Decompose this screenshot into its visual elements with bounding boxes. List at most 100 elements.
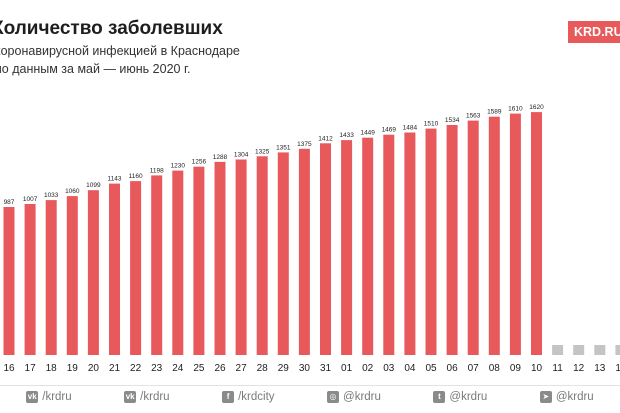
x-tick-08: 08	[489, 363, 501, 374]
vk-icon: vk	[26, 391, 39, 403]
bar-17	[24, 204, 36, 355]
chart-period: по данным за май — июнь 2020 г.	[0, 62, 191, 76]
bar-03	[383, 134, 395, 355]
bar-14	[615, 345, 620, 355]
social-handle: @krdru	[555, 391, 594, 403]
data-label-09: 1610	[508, 106, 523, 113]
data-label-30: 1375	[297, 141, 312, 148]
bar-28	[256, 156, 268, 355]
x-tick-14: 14	[615, 363, 620, 374]
bar-12	[573, 345, 585, 355]
twitter-icon: t	[433, 391, 446, 403]
data-label-20: 1099	[86, 182, 101, 189]
x-tick-24: 24	[172, 363, 184, 374]
social-footer: vk /krdru vk /krdru f /krdcity ◎ @krdru …	[0, 385, 620, 408]
data-label-19: 1060	[65, 188, 80, 195]
data-label-21: 1143	[108, 176, 122, 183]
social-handle: @krdru	[449, 391, 488, 403]
x-tick-18: 18	[46, 363, 58, 374]
data-label-10: 1620	[529, 104, 544, 111]
data-label-07: 1563	[466, 113, 481, 120]
x-tick-25: 25	[193, 363, 205, 374]
x-tick-27: 27	[236, 363, 248, 374]
bar-30	[298, 148, 310, 355]
social-handle: /krdru	[140, 391, 170, 403]
x-tick-09: 09	[510, 363, 522, 374]
bar-29	[277, 152, 289, 355]
social-link-instagram[interactable]: ◎ @krdru	[327, 391, 381, 403]
data-label-31: 1412	[318, 135, 333, 142]
bar-09	[509, 113, 521, 355]
bar-05	[425, 128, 437, 355]
x-tick-06: 06	[447, 363, 459, 374]
bar-21	[109, 183, 120, 355]
x-tick-31: 31	[320, 363, 332, 374]
data-label-25: 1256	[192, 159, 207, 166]
x-tick-12: 12	[573, 363, 585, 374]
bar-31	[320, 143, 331, 355]
social-link-facebook[interactable]: f /krdcity	[222, 391, 275, 403]
x-tick-11: 11	[552, 363, 563, 374]
bar-23	[151, 175, 163, 355]
bar-11	[552, 345, 564, 355]
x-tick-22: 22	[130, 363, 142, 374]
x-tick-28: 28	[257, 363, 269, 374]
chart-subtitle: коронавирусной инфекцией в Краснодаре	[0, 44, 240, 58]
x-tick-04: 04	[404, 363, 416, 374]
data-label-08: 1589	[487, 109, 502, 116]
bar-10	[531, 112, 542, 355]
social-link-telegram[interactable]: ➤ @krdru	[539, 391, 594, 403]
data-label-27: 1304	[234, 152, 249, 159]
x-tick-19: 19	[67, 363, 79, 374]
x-tick-21: 21	[109, 363, 121, 374]
bar-01	[341, 140, 353, 355]
x-tick-29: 29	[278, 363, 290, 374]
social-handle: /krdcity	[238, 391, 275, 403]
chart-title: Количество заболевших	[0, 18, 223, 39]
x-tick-10: 10	[531, 363, 543, 374]
vk-icon: vk	[124, 391, 137, 403]
data-label-23: 1198	[150, 167, 164, 174]
x-tick-07: 07	[468, 363, 480, 374]
bar-27	[235, 159, 247, 355]
data-label-17: 1007	[23, 196, 38, 203]
data-label-29: 1351	[276, 144, 291, 151]
brand-logo[interactable]: KRD.RU	[568, 21, 620, 43]
x-tick-05: 05	[425, 363, 437, 374]
data-label-16: 987	[4, 199, 15, 206]
bar-02	[362, 137, 374, 355]
instagram-icon: ◎	[327, 391, 340, 403]
x-tick-30: 30	[299, 363, 311, 374]
data-label-04: 1484	[403, 125, 418, 132]
social-link-vk[interactable]: vk /krdru	[26, 391, 72, 403]
data-label-18: 1033	[44, 192, 59, 199]
bar-24	[172, 170, 184, 355]
bar-04	[404, 132, 416, 355]
x-tick-26: 26	[214, 363, 226, 374]
bar-19	[66, 196, 78, 355]
bar-25	[193, 166, 205, 355]
bar-08	[488, 116, 500, 355]
bar-06	[446, 125, 458, 355]
bar-07	[467, 120, 479, 355]
bar-20	[87, 190, 99, 355]
x-tick-17: 17	[25, 363, 37, 374]
social-link-vk-2[interactable]: vk /krdru	[124, 391, 170, 403]
data-label-24: 1230	[171, 163, 186, 170]
social-handle: /krdru	[42, 391, 72, 403]
data-label-03: 1469	[382, 127, 397, 134]
data-label-22: 1160	[129, 173, 143, 180]
x-tick-03: 03	[383, 363, 395, 374]
x-tick-23: 23	[151, 363, 163, 374]
x-tick-02: 02	[362, 363, 374, 374]
x-tick-01: 01	[341, 363, 353, 374]
data-label-05: 1510	[424, 121, 439, 128]
social-link-twitter[interactable]: t @krdru	[433, 391, 487, 403]
bar-22	[130, 181, 142, 355]
bar-16	[3, 207, 15, 355]
data-label-28: 1325	[255, 148, 270, 155]
bar-13	[594, 345, 606, 355]
social-handle: @krdru	[343, 391, 381, 403]
data-label-01: 1433	[339, 132, 354, 139]
